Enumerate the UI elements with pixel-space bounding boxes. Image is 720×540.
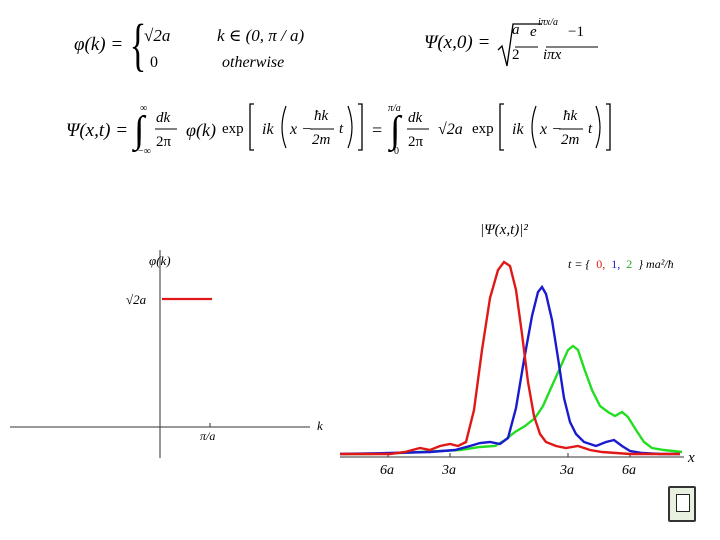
curve-t0 (340, 260, 680, 456)
eq-psit-hk-den-1: 2m (312, 132, 331, 148)
eq-phi-case1-val: √2a (144, 26, 171, 45)
eq-psit-int1-upper: ∞ (140, 103, 148, 114)
eq-psi0-fraction-lines (497, 23, 598, 67)
legend-t2: 2 (626, 257, 632, 271)
eq-psi0-frac-num-sup: iπx/a (538, 17, 559, 28)
curve-t2 (340, 344, 683, 456)
eq-psit-hk-num-1: ħk (314, 108, 329, 124)
phi-k-y-tick: √2a (126, 292, 147, 307)
eq-psit-phi-k: φ(k) (186, 120, 216, 140)
psi-x-tick-label-4: 6a (622, 463, 636, 478)
phi-k-x-label: k (317, 418, 323, 433)
eq-phi-brace: { (129, 12, 147, 77)
eq-psit-exp-2: exp (472, 121, 494, 137)
eq-psi0-sqrt-den: 2 (512, 47, 520, 63)
eq-psit-t-1: t (339, 121, 344, 137)
eq-psit-x-minus-2: x − (540, 121, 562, 138)
eq-psit-integral2: ∫ (390, 109, 401, 151)
phi-k-y-label: φ(k) (149, 253, 171, 268)
legend-suffix: } ma²/ħ (638, 257, 673, 271)
eq-psit-integral1: ∫ (134, 109, 145, 151)
psi-x-label: x (687, 450, 695, 466)
psi-density-plot: |Ψ(x,t)|² t = { 0, 1, 2 } ma²/ħ x 6a 3a … (339, 222, 695, 478)
eq-psit-exp-1: exp (222, 121, 244, 137)
psi-legend: t = { 0, 1, 2 } ma²/ħ (568, 257, 674, 271)
eq-phi-case2-val: 0 (150, 54, 158, 71)
eq-psi0-sqrt-num: a (512, 22, 520, 38)
psi-y-label: |Ψ(x,t)|² (480, 222, 528, 238)
document-icon[interactable] (668, 486, 696, 522)
eq-psit-t-2: t (588, 121, 593, 137)
eq-phi-case1-cond: k ∈ (0, π / a) (217, 26, 305, 45)
curve-t1 (339, 284, 680, 456)
legend-t1: 1, (611, 257, 620, 271)
eq-phi-lhs: φ(k) = (74, 34, 124, 55)
phi-k-plot: φ(k) √2a k π/a (10, 250, 323, 458)
eq-psit-ik-2: ik (512, 121, 524, 138)
eq-psit-lhs: Ψ(x,t) = (66, 120, 129, 141)
eq-psit-hk-num-2: ħk (563, 108, 578, 124)
psi-x-tick-label-2: 3a (441, 463, 456, 478)
eq-psi0-frac-num: e (530, 24, 537, 40)
eq-psi0-frac-num-tail: −1 (568, 24, 584, 40)
eq-phi-case2-cond: otherwise (222, 54, 285, 71)
eq-psit-brackets (155, 103, 611, 151)
psi-x-tick-label-3: 3a (559, 463, 574, 478)
eq-psit-dk-den-2: 2π (408, 134, 424, 150)
eq-psit-dk-den-1: 2π (156, 134, 172, 150)
phi-k-x-tick-label: π/a (200, 429, 215, 443)
eq-psi0-frac-den: iπx (543, 47, 562, 63)
eq-psit-x-minus-1: x − (290, 121, 312, 138)
eq-psit-dk-num-1: dk (156, 110, 171, 126)
eq-psi0-lhs: Ψ(x,0) = (424, 32, 491, 53)
eq-psit-sqrt2a: √2a (438, 121, 463, 138)
legend-prefix: t = { (568, 257, 590, 271)
eq-psit-dk-num-2: dk (408, 110, 423, 126)
eq-psit-int1-lower: −∞ (138, 146, 151, 157)
eq-psit-int2-lower: 0 (394, 146, 399, 157)
eq-psit-eq2: = (372, 120, 383, 140)
eq-psit-hk-den-2: 2m (561, 132, 580, 148)
eq-psit-ik-1: ik (262, 121, 274, 138)
psi-x-tick-label-1: 6a (380, 463, 394, 478)
eq-psit-int2-upper: π/a (388, 103, 401, 114)
legend-t0: 0, (596, 257, 605, 271)
